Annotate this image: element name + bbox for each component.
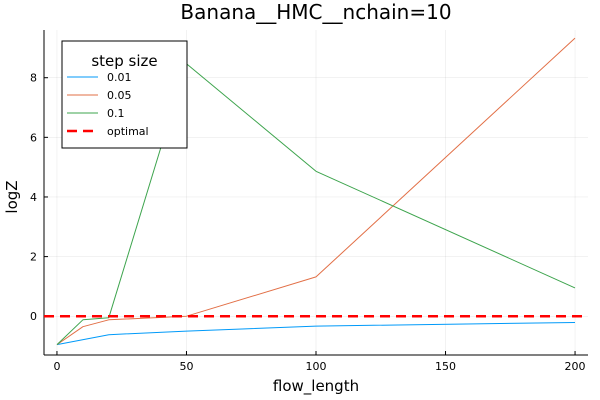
series-line-0-01 bbox=[56, 322, 576, 346]
x-tick-label: 50 bbox=[179, 360, 193, 373]
chart-title: Banana__HMC__nchain=10 bbox=[180, 0, 451, 24]
x-tick-label: 200 bbox=[565, 360, 586, 373]
x-tick-label: 0 bbox=[53, 360, 60, 373]
series-line-0-05 bbox=[56, 37, 576, 346]
series-line-0-1 bbox=[56, 63, 576, 345]
y-axis-title: logZ bbox=[3, 180, 21, 213]
legend-label: 0.05 bbox=[107, 89, 132, 102]
x-tick-label: 100 bbox=[306, 360, 327, 373]
y-tick-label: 8 bbox=[30, 72, 37, 85]
y-tick-label: 6 bbox=[30, 131, 37, 144]
y-tick-label: 4 bbox=[30, 191, 37, 204]
x-tick-label: 150 bbox=[435, 360, 456, 373]
legend-label: 0.01 bbox=[107, 71, 132, 84]
axes: 0 50 100 150 200 0 2 4 6 8 bbox=[30, 30, 588, 373]
y-tick-label: 2 bbox=[30, 251, 37, 264]
legend-title: step size bbox=[91, 52, 157, 70]
legend-label: optimal bbox=[107, 125, 149, 138]
series-lines bbox=[44, 37, 588, 346]
legend-label: 0.1 bbox=[107, 107, 125, 120]
x-axis-title: flow_length bbox=[273, 377, 359, 396]
y-tick-label: 0 bbox=[30, 310, 37, 323]
